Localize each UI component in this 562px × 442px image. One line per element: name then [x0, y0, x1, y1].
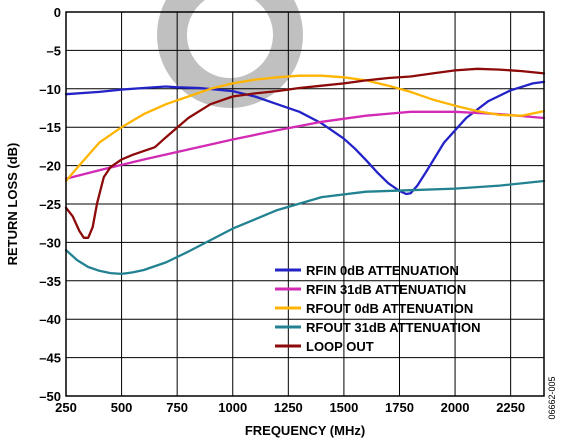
plot-series [64, 67, 546, 276]
y-tick-label: –40 [39, 312, 61, 327]
plot-frame [65, 11, 545, 397]
x-tick-label: 1000 [218, 400, 247, 415]
x-tick-label: 1500 [329, 400, 358, 415]
y-tick-label: –15 [39, 120, 61, 135]
x-axis-title: FREQUENCY (MHz) [245, 423, 365, 438]
series-line-3 [64, 74, 546, 183]
y-tick-label: –30 [39, 235, 61, 250]
series-line-4 [64, 179, 546, 276]
x-tick-label: 750 [166, 400, 188, 415]
x-tick-label: 2000 [441, 400, 470, 415]
legend-label-5: LOOP OUT [306, 339, 374, 354]
figure-id: 06662-005 [547, 376, 557, 419]
x-tick-label: 2250 [496, 400, 525, 415]
legend-label-2: RFIN 31dB ATTENUATION [306, 282, 466, 297]
y-axis-title: RETURN LOSS (dB) [5, 143, 20, 266]
y-tick-label: 0 [54, 5, 61, 20]
y-tick-label: –45 [39, 351, 61, 366]
legend: RFIN 0dB ATTENUATION RFIN 31dB ATTENUATIO… [275, 263, 481, 354]
y-tick-label: –35 [39, 274, 61, 289]
y-tick-label: –25 [39, 197, 61, 212]
y-tick-label: –20 [39, 159, 61, 174]
x-tick-labels: 250 500 750 1000 1250 1500 1750 2000 2250 [55, 400, 525, 415]
legend-label-3: RFOUT 0dB ATTENUATION [306, 301, 473, 316]
x-tick-label: 250 [55, 400, 77, 415]
y-tick-label: –50 [39, 389, 61, 404]
x-tick-label: 1250 [274, 400, 303, 415]
legend-label-4: RFOUT 31dB ATTENUATION [306, 320, 481, 335]
y-tick-labels: 0 –5 –10 –15 –20 –25 –30 –35 –40 –45 –50 [39, 5, 61, 404]
x-tick-label: 500 [111, 400, 133, 415]
y-tick-label: –10 [39, 82, 61, 97]
series-line-2 [64, 110, 546, 180]
series-line-1 [64, 80, 546, 196]
legend-label-1: RFIN 0dB ATTENUATION [306, 263, 459, 278]
y-tick-label: –5 [47, 43, 61, 58]
grid [65, 11, 544, 397]
x-tick-label: 1750 [385, 400, 414, 415]
series-line-5 [64, 67, 546, 239]
